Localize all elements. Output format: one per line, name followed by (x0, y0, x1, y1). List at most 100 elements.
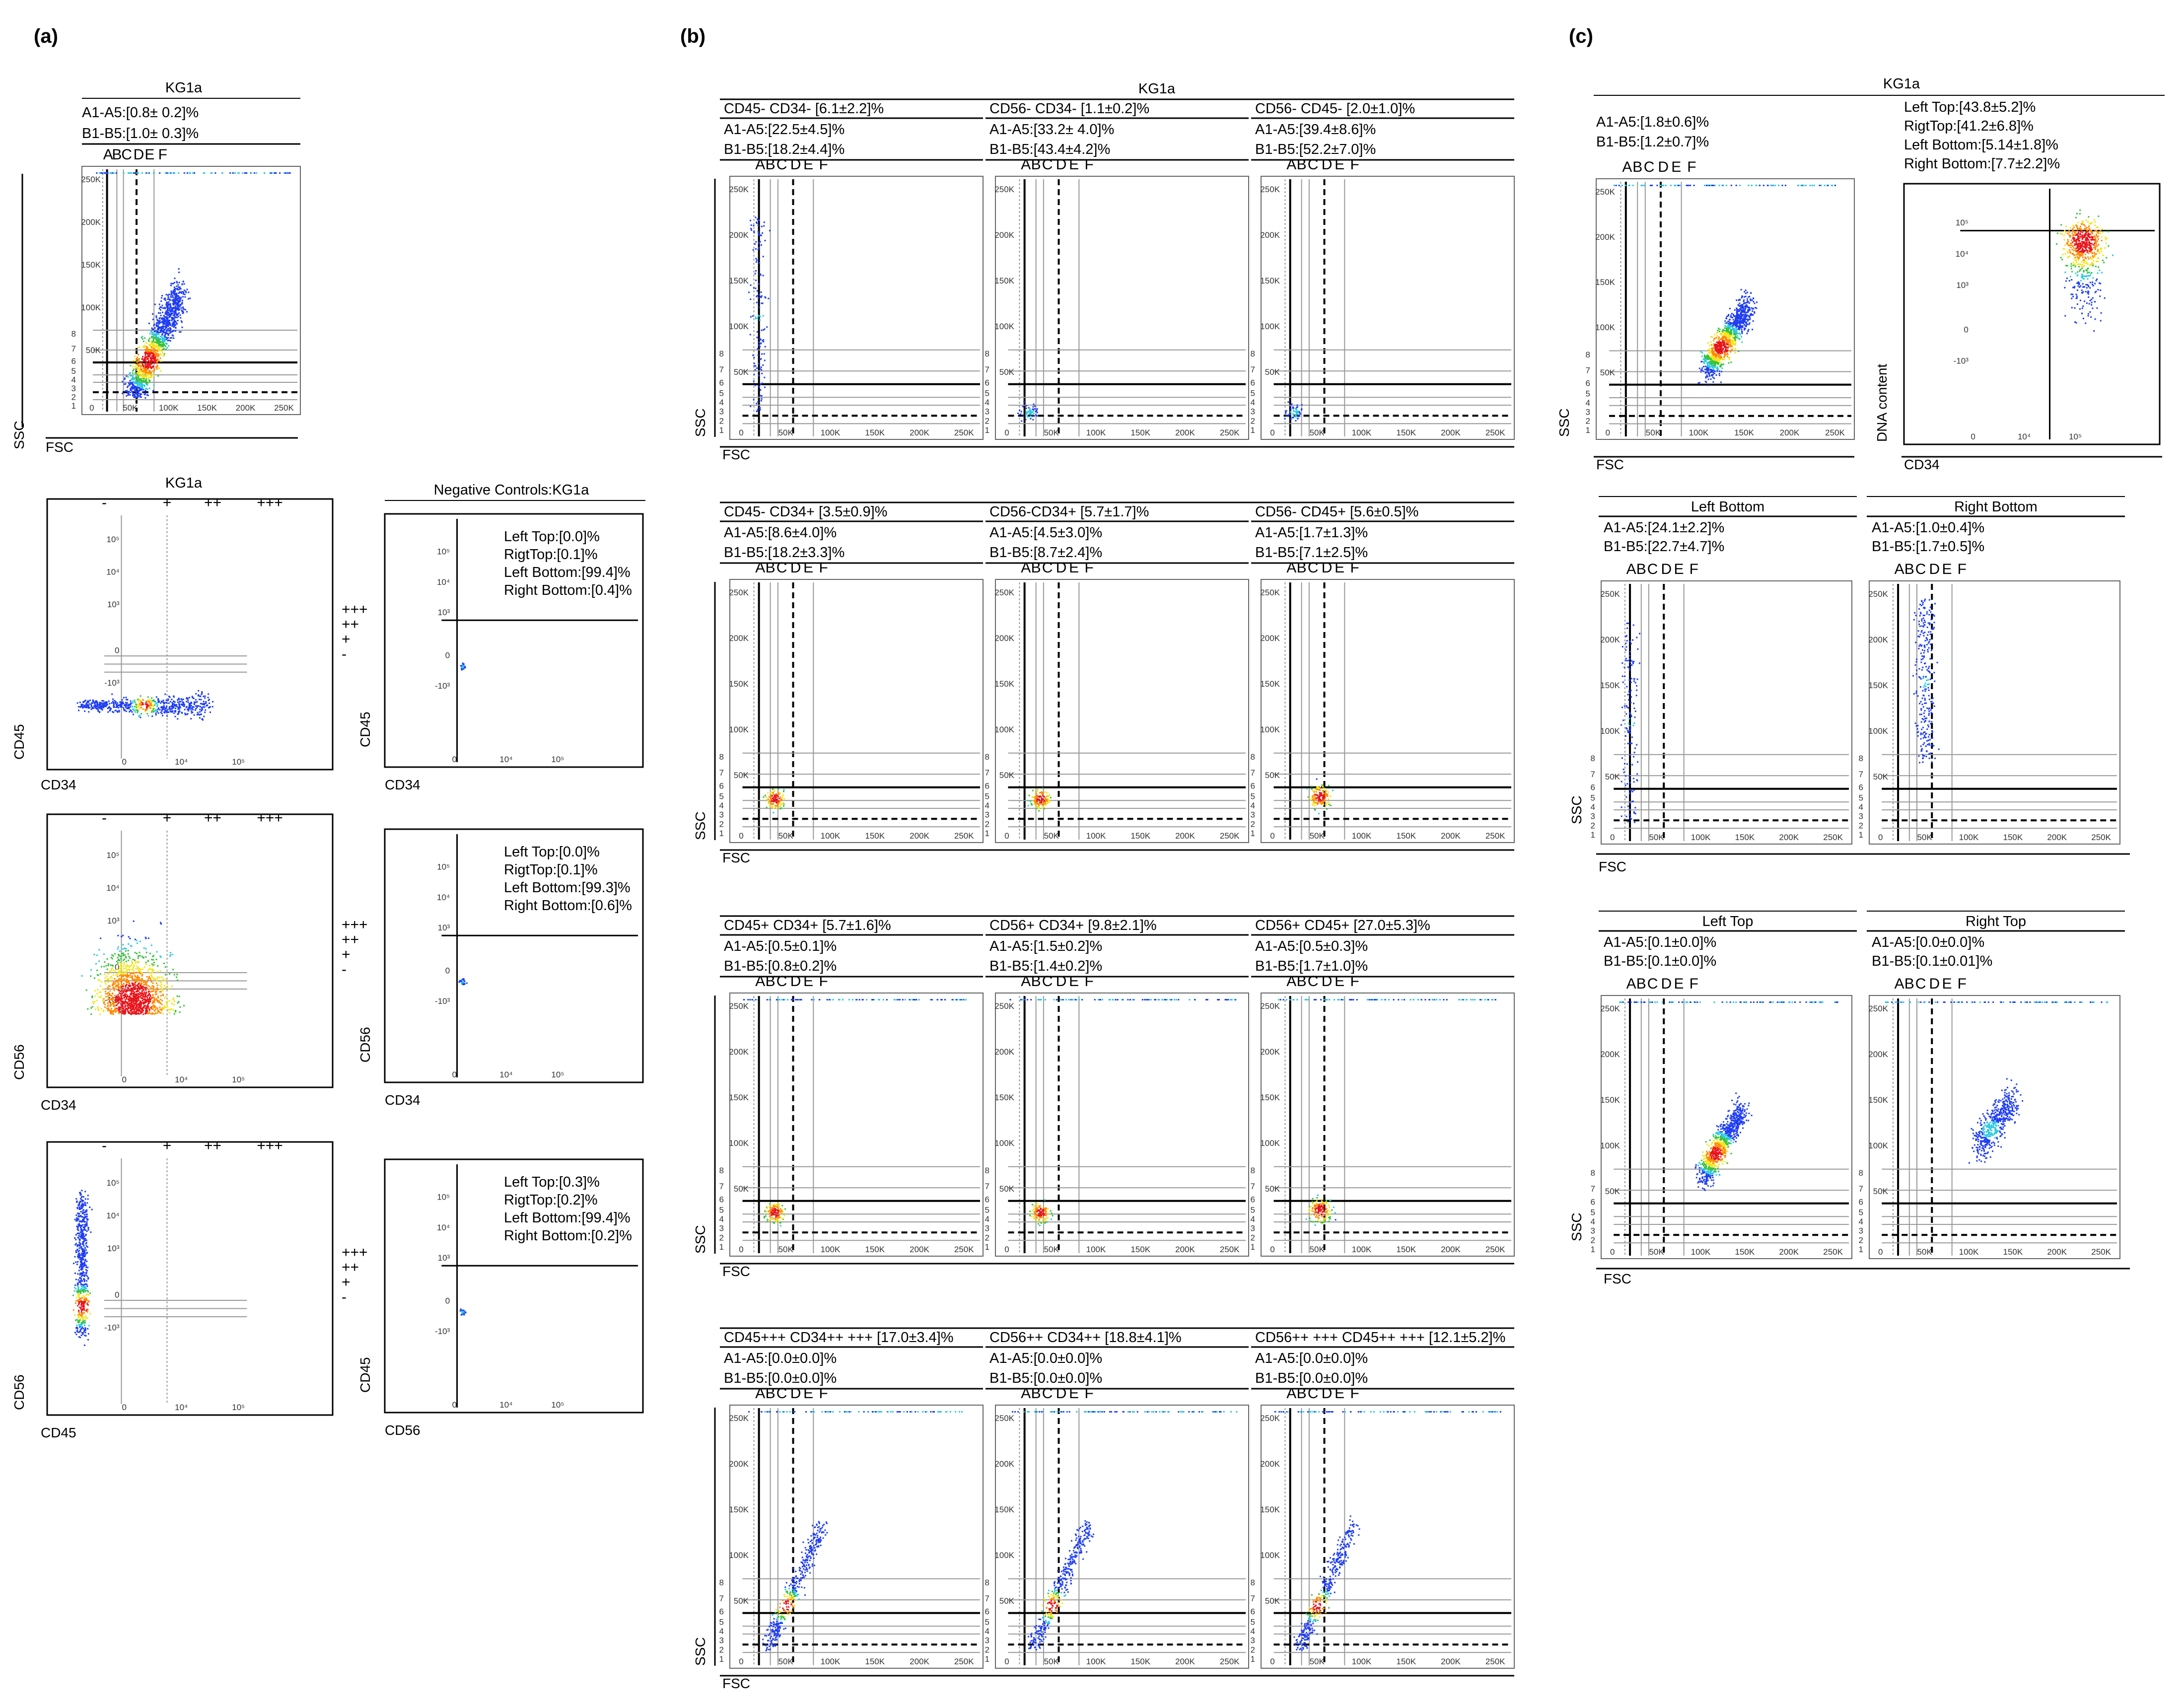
scatter-point (759, 306, 761, 308)
scatter-point (89, 700, 91, 701)
scatter-point (138, 1003, 140, 1005)
scatter-point (756, 301, 758, 303)
scatter-point (80, 1261, 82, 1263)
scatter-point (145, 375, 147, 377)
scatter-point (103, 966, 105, 968)
scatter-point (82, 1303, 83, 1305)
scatter-point (118, 1007, 120, 1008)
scatter-point (174, 715, 176, 717)
scatter-point (81, 1190, 83, 1192)
scatter-point (154, 327, 156, 329)
b-r1-c3-plot-gate-C: C (1308, 156, 1319, 173)
scatter-point (131, 975, 133, 977)
a-neg-2-xlabel: CD34 (385, 1092, 421, 1108)
scatter-point (167, 325, 169, 327)
scatter-point (80, 1198, 81, 1200)
scatter-point (161, 707, 163, 709)
scatter-point (156, 1012, 158, 1014)
scatter-point (171, 1008, 172, 1010)
scatter-point (133, 708, 135, 710)
scatter-point (84, 1316, 86, 1318)
scatter-point (1031, 411, 1033, 413)
scatter-point (93, 707, 95, 709)
scatter-point (201, 703, 203, 705)
scatter-point (1035, 796, 1037, 798)
scatter-point (131, 1008, 133, 1010)
scatter-point (125, 986, 127, 988)
scatter-point (461, 669, 463, 671)
scatter-point (84, 1198, 86, 1200)
scatter-point (127, 950, 129, 952)
scatter-point (175, 1011, 176, 1013)
scatter-point (148, 361, 150, 363)
scatter-point (129, 705, 131, 707)
scatter-point (146, 373, 148, 375)
scatter-point (180, 317, 182, 319)
scatter-point (149, 333, 151, 335)
scatter-point (148, 993, 150, 995)
scatter-point (172, 298, 174, 300)
scatter-point (136, 378, 138, 380)
scatter-point (1041, 807, 1043, 809)
scatter-point (150, 991, 152, 993)
scatter-point (115, 172, 117, 174)
scatter-point (112, 1010, 114, 1011)
scatter-point (144, 359, 146, 361)
scatter-point (1025, 405, 1027, 407)
scatter-point (164, 313, 166, 315)
scatter-point (77, 1283, 79, 1285)
scatter-point (103, 704, 105, 706)
scatter-point (133, 1013, 135, 1015)
scatter-point (162, 993, 164, 995)
scatter-point (145, 1001, 147, 1003)
b-r1-c3-plot-ygate-3: 3 (1251, 407, 1255, 417)
scatter-point (145, 983, 147, 985)
scatter-point (198, 705, 200, 707)
scatter-point (755, 270, 757, 272)
a-fsc-ssc-xtick-0: 0 (89, 403, 94, 413)
scatter-point (753, 356, 755, 358)
scatter-point (201, 710, 203, 712)
scatter-point (77, 1215, 79, 1217)
scatter-point (157, 698, 159, 700)
scatter-point (234, 172, 236, 174)
scatter-point (82, 1284, 84, 1285)
scatter-point (117, 999, 118, 1001)
scatter-point (82, 1210, 84, 1212)
scatter-point (78, 1239, 80, 1241)
scatter-point (758, 234, 760, 235)
scatter-point (154, 344, 155, 346)
scatter-point (166, 1003, 168, 1005)
scatter-point (77, 1289, 79, 1291)
scatter-point (115, 1011, 117, 1013)
scatter-point (76, 1324, 78, 1326)
scatter-point (80, 1199, 82, 1201)
scatter-point (160, 331, 162, 333)
scatter-point (132, 385, 134, 387)
scatter-point (149, 353, 151, 355)
scatter-point (86, 1289, 88, 1291)
scatter-point (135, 1011, 137, 1013)
scatter-point (183, 172, 185, 174)
scatter-point (104, 977, 106, 979)
scatter-point (83, 1289, 85, 1291)
scatter-point (87, 1195, 89, 1197)
b-r1-c3-plot-ygate-8: 8 (1251, 349, 1255, 358)
scatter-point (754, 369, 756, 371)
scatter-point (151, 976, 153, 978)
scatter-point (157, 712, 159, 714)
scatter-point (80, 1290, 82, 1292)
scatter-point (82, 1332, 84, 1334)
scatter-point (83, 1261, 85, 1263)
scatter-point (116, 996, 118, 998)
a-cd34-cd45-int-1: + (163, 495, 172, 511)
scatter-point (755, 241, 757, 243)
scatter-point (135, 972, 137, 974)
scatter-point (76, 1327, 78, 1329)
scatter-point (117, 1000, 119, 1002)
b-r1-c1-plot-ygate-1: 1 (719, 426, 724, 435)
scatter-point (190, 705, 192, 707)
scatter-point (155, 354, 157, 356)
scatter-point (163, 1005, 165, 1006)
scatter-point (87, 1333, 89, 1335)
